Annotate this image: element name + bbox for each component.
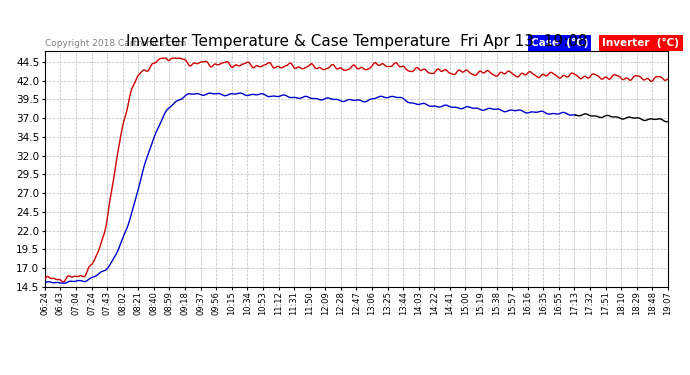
- Text: Case  (°C): Case (°C): [531, 38, 589, 48]
- Text: Copyright 2018 Cartronics.com: Copyright 2018 Cartronics.com: [45, 39, 186, 48]
- Text: Inverter  (°C): Inverter (°C): [602, 38, 680, 48]
- Title: Inverter Temperature & Case Temperature  Fri Apr 13  19:08: Inverter Temperature & Case Temperature …: [126, 34, 587, 50]
